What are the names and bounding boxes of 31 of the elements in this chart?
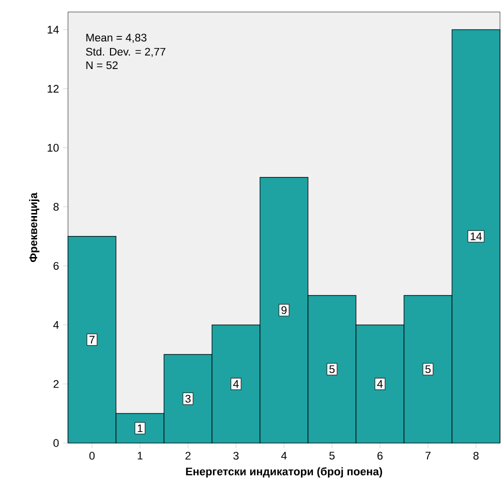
data-label: 5 [329, 365, 335, 374]
x-tick-label: 6 [378, 452, 383, 460]
data-label: 5 [425, 365, 431, 374]
y-tick-label: 12 [48, 84, 59, 93]
y-tick-label: 10 [48, 144, 59, 152]
annotation: N = 52 [86, 61, 118, 70]
annotation: Std. Dev. = 2,77 [86, 48, 166, 57]
x-tick-label: 1 [138, 452, 143, 460]
y-tick-label: 4 [53, 321, 59, 329]
data-label: 4 [377, 380, 383, 388]
y-tick-label: 8 [54, 202, 59, 211]
x-tick-label: 7 [426, 452, 431, 460]
data-label: 9 [281, 306, 287, 314]
data-label: 1 [138, 424, 143, 432]
y-axis-title: Фреквенција [29, 192, 40, 262]
x-tick-label: 2 [185, 452, 191, 460]
data-label: 4 [233, 380, 239, 388]
data-label: 14 [470, 232, 482, 240]
y-tick-label: 2 [54, 380, 59, 388]
x-tick-label: 4 [281, 452, 287, 460]
y-tick-label: 0 [53, 439, 59, 447]
x-tick-label: 3 [233, 452, 239, 460]
data-label: 3 [185, 394, 191, 403]
x-tick-label: 5 [329, 452, 335, 460]
x-axis-title: Енергетски индикатори (број поена) [186, 467, 382, 478]
x-tick-label: 0 [89, 452, 95, 460]
y-tick-label: 6 [54, 262, 59, 270]
y-tick-label: 14 [48, 26, 59, 34]
data-label: 7 [90, 336, 95, 344]
annotation: Mean = 4,83 [86, 34, 146, 43]
x-tick-label: 8 [473, 452, 479, 460]
